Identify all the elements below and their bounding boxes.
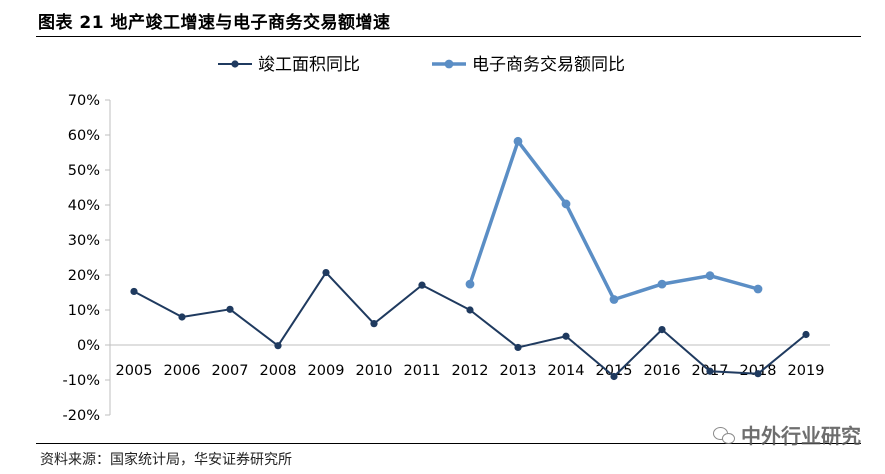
y-tick-label: 20% <box>68 268 100 284</box>
x-tick-label: 2019 <box>788 363 825 379</box>
series-2-point <box>465 279 475 289</box>
series-1-point <box>610 372 618 381</box>
legend-swatch-marker <box>231 60 239 68</box>
x-tick-label: 2016 <box>644 363 681 379</box>
series-1-point <box>226 305 234 313</box>
y-axis: -20% -10% 0% 10% 20% 30% 40% 50% 60% 70% <box>63 93 111 424</box>
legend-swatch-marker <box>444 59 454 69</box>
series-1-point <box>658 326 666 334</box>
series-1-point <box>370 320 378 328</box>
series-2-point <box>753 284 763 294</box>
x-axis: 2005 2006 2007 2008 2009 2010 2011 2012 2013 2014… <box>110 344 830 379</box>
y-tick-label: 50% <box>68 163 100 179</box>
x-tick-label: 2011 <box>404 363 441 379</box>
title-rule <box>36 36 861 37</box>
y-tick-label: 0% <box>77 338 100 354</box>
y-tick-label: 10% <box>68 303 100 319</box>
x-tick-label: 2005 <box>116 363 153 379</box>
x-tick-label: 2006 <box>164 363 201 379</box>
series-1-point <box>802 330 810 339</box>
footer-rule <box>36 443 861 444</box>
series-2-point <box>705 271 715 281</box>
watermark: 中外行业研究 <box>713 420 861 449</box>
series-1-point <box>178 313 186 321</box>
figure-title: 图表 21 地产竣工增速与电子商务交易额增速 <box>38 13 391 33</box>
x-tick-label: 2009 <box>308 363 345 379</box>
series-1-point <box>466 306 474 314</box>
series-1-point <box>418 281 426 289</box>
series-1-point <box>514 343 522 352</box>
y-tick-label: 60% <box>68 128 100 144</box>
y-tick-label: 40% <box>68 198 100 214</box>
series-1-point <box>562 332 570 340</box>
x-tick-label: 2012 <box>452 363 489 379</box>
chart-legend: 竣工面积同比 电子商务交易额同比 <box>218 55 625 75</box>
series-2-point <box>657 279 667 289</box>
x-tick-label: 2010 <box>356 363 393 379</box>
series-2-point <box>609 295 619 304</box>
series-2-point <box>513 136 523 146</box>
series-line-2 <box>468 139 759 302</box>
y-tick-label: -10% <box>63 373 100 389</box>
series-1-point <box>706 367 714 375</box>
series-lines <box>130 136 810 381</box>
y-tick-label: 30% <box>68 233 100 249</box>
watermark-text: 中外行业研究 <box>741 424 861 448</box>
legend-label: 竣工面积同比 <box>258 55 360 75</box>
source-note: 资料来源：国家统计局，华安证券研究所 <box>40 452 292 468</box>
x-tick-label: 2013 <box>500 363 537 379</box>
y-tick-label: 70% <box>68 93 100 109</box>
series-1-point <box>322 268 330 277</box>
wechat-icon <box>713 426 735 444</box>
series-2-point <box>561 199 571 209</box>
series-1-point <box>130 287 138 296</box>
series-1-point <box>274 342 282 350</box>
x-tick-label: 2008 <box>260 363 297 379</box>
y-tick-label: -20% <box>63 408 100 424</box>
legend-label: 电子商务交易额同比 <box>472 55 625 75</box>
x-tick-label: 2014 <box>548 363 585 379</box>
x-tick-label: 2007 <box>212 363 249 379</box>
series-1-point <box>754 370 762 378</box>
